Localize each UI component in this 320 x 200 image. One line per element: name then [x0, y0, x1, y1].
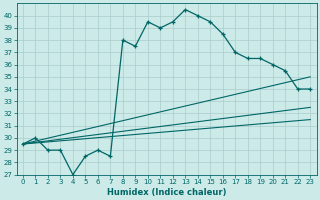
- X-axis label: Humidex (Indice chaleur): Humidex (Indice chaleur): [107, 188, 226, 197]
